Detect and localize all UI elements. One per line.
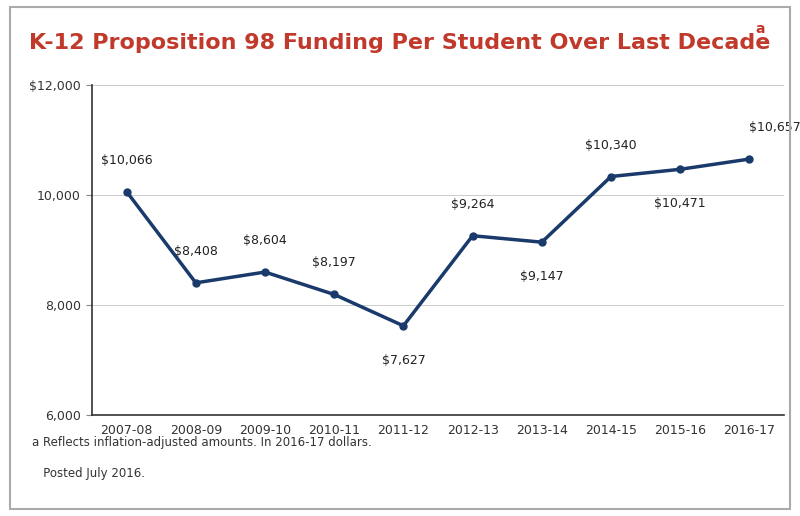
Text: K-12 Proposition 98 Funding Per Student Over Last Decade: K-12 Proposition 98 Funding Per Student … xyxy=(30,33,770,53)
Text: $7,627: $7,627 xyxy=(382,353,426,366)
Text: a: a xyxy=(755,22,765,36)
Text: $8,197: $8,197 xyxy=(312,256,356,269)
Text: Posted July 2016.: Posted July 2016. xyxy=(32,467,145,480)
Text: $10,340: $10,340 xyxy=(585,138,637,152)
Text: $9,147: $9,147 xyxy=(520,270,564,283)
Text: $8,604: $8,604 xyxy=(243,234,287,247)
Text: $10,066: $10,066 xyxy=(101,154,153,167)
Text: $10,471: $10,471 xyxy=(654,197,706,210)
Text: $9,264: $9,264 xyxy=(451,198,494,211)
Text: a Reflects inflation-adjusted amounts. In 2016-17 dollars.: a Reflects inflation-adjusted amounts. I… xyxy=(32,436,372,449)
Text: $10,657: $10,657 xyxy=(749,121,800,134)
Text: $8,408: $8,408 xyxy=(174,245,218,258)
